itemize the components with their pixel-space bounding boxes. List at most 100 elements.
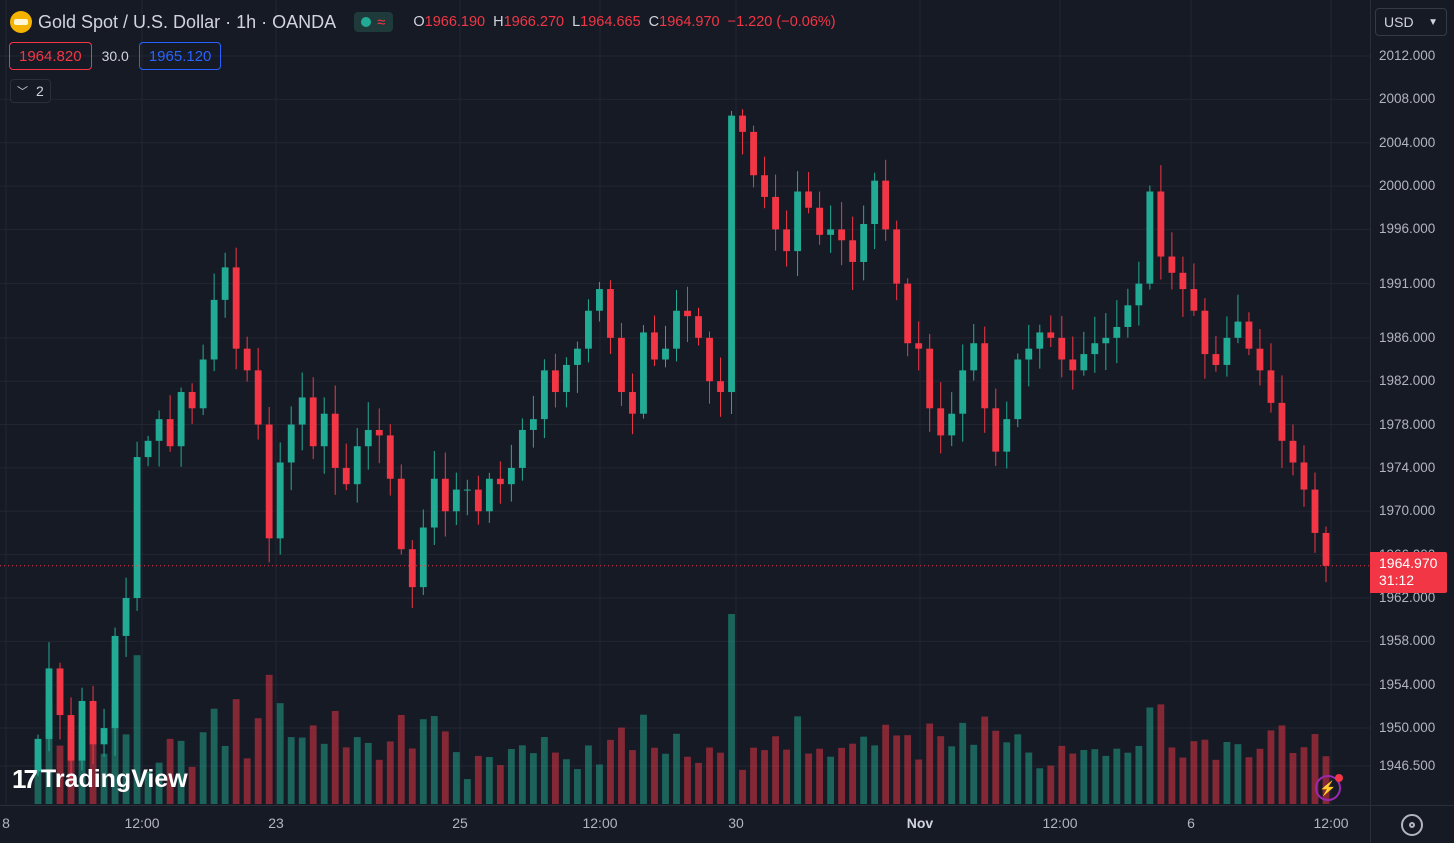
candle-body[interactable] (45, 668, 53, 739)
candle-body[interactable] (750, 131, 757, 176)
candle-body[interactable] (89, 700, 97, 745)
candle-body[interactable] (144, 440, 152, 458)
candle-body[interactable] (331, 413, 339, 468)
candle-body[interactable] (1256, 348, 1264, 371)
candle-body[interactable] (1124, 305, 1132, 327)
candle-body[interactable] (1080, 354, 1088, 371)
candle-body[interactable] (1091, 343, 1099, 355)
candles[interactable] (34, 109, 1330, 783)
candle-body[interactable] (133, 457, 141, 598)
candle-body[interactable] (298, 397, 306, 425)
candle-body[interactable] (386, 435, 394, 479)
candle-body[interactable] (1289, 440, 1297, 463)
candle-body[interactable] (1003, 419, 1011, 452)
candle-body[interactable] (287, 424, 295, 463)
candle-body[interactable] (221, 267, 229, 300)
candle-body[interactable] (232, 267, 240, 349)
candle-body[interactable] (1300, 462, 1308, 490)
candle-body[interactable] (1058, 337, 1066, 360)
candle-body[interactable] (948, 413, 956, 436)
candle-body[interactable] (1190, 289, 1198, 311)
candle-body[interactable] (540, 370, 548, 420)
symbol-title[interactable]: Gold Spot / U.S. Dollar · 1h · OANDA (38, 11, 337, 32)
candle-body[interactable] (838, 229, 846, 241)
candle-body[interactable] (78, 700, 86, 761)
candle-body[interactable] (1267, 370, 1275, 403)
candle-body[interactable] (507, 467, 515, 485)
candle-body[interactable] (585, 310, 592, 349)
candle-body[interactable] (893, 229, 901, 284)
candle-body[interactable] (926, 348, 934, 409)
candle-body[interactable] (937, 408, 945, 436)
candle-body[interactable] (496, 478, 504, 485)
candle-body[interactable] (199, 359, 207, 409)
candle-body[interactable] (992, 408, 1000, 452)
candle-body[interactable] (34, 738, 42, 772)
candle-body[interactable] (849, 240, 857, 262)
candle-body[interactable] (1102, 337, 1110, 344)
candle-body[interactable] (166, 419, 174, 447)
candle-body[interactable] (529, 419, 537, 430)
candle-body[interactable] (1322, 532, 1330, 566)
candle-body[interactable] (375, 429, 383, 436)
buy-button[interactable]: 1965.120 (138, 42, 222, 70)
candle-body[interactable] (706, 337, 713, 382)
candle-body[interactable] (1201, 310, 1209, 355)
candle-body[interactable] (397, 478, 405, 550)
candle-body[interactable] (243, 348, 251, 371)
candle-body[interactable] (684, 310, 691, 317)
candle-body[interactable] (1069, 359, 1077, 371)
candle-body[interactable] (177, 392, 185, 447)
candle-body[interactable] (651, 332, 658, 360)
candle-body[interactable] (970, 343, 978, 371)
candle-body[interactable] (463, 489, 471, 491)
time-axis[interactable]: 8 12:00 23 25 12:00 30 Nov 12:00 6 12:00 (0, 805, 1370, 843)
candle-body[interactable] (474, 489, 482, 512)
candle-body[interactable] (816, 207, 824, 235)
chart-pane[interactable]: Gold Spot / U.S. Dollar · 1h · OANDA ≈ O… (0, 0, 1370, 805)
candle-body[interactable] (662, 348, 669, 360)
candle-body[interactable] (430, 478, 438, 528)
candle-body[interactable] (959, 370, 967, 414)
candle-body[interactable] (1025, 348, 1033, 360)
candle-body[interactable] (1168, 256, 1176, 273)
candle-body[interactable] (618, 337, 625, 393)
candle-body[interactable] (562, 364, 570, 393)
candle-body[interactable] (1179, 272, 1187, 290)
candle-body[interactable] (188, 392, 196, 409)
candle-body[interactable] (629, 392, 636, 414)
candle-body[interactable] (441, 478, 449, 512)
candle-body[interactable] (728, 115, 735, 393)
market-status-toggle[interactable]: ≈ (354, 12, 394, 32)
sell-button[interactable]: 1964.820 (9, 42, 92, 70)
candle-body[interactable] (342, 467, 350, 485)
candle-body[interactable] (805, 191, 813, 208)
candle-body[interactable] (915, 343, 923, 349)
candle-body[interactable] (1234, 321, 1242, 338)
candle-body[interactable] (1014, 359, 1022, 420)
candle-body[interactable] (1135, 283, 1143, 306)
candle-body[interactable] (254, 370, 262, 425)
candle-body[interactable] (1146, 191, 1154, 284)
price-chart[interactable] (0, 0, 1370, 805)
candle-body[interactable] (265, 424, 273, 539)
candle-body[interactable] (551, 370, 559, 393)
candle-body[interactable] (518, 429, 526, 468)
candle-body[interactable] (100, 728, 108, 745)
candle-body[interactable] (904, 283, 912, 344)
candle-body[interactable] (320, 413, 328, 447)
price-axis[interactable]: 2012.000 2008.000 2004.000 2000.000 1996.000… (1370, 0, 1454, 805)
candle-body[interactable] (882, 180, 890, 230)
candle-body[interactable] (309, 397, 317, 447)
candle-body[interactable] (210, 299, 218, 360)
candle-body[interactable] (111, 635, 119, 729)
candle-body[interactable] (827, 229, 835, 235)
candle-body[interactable] (981, 343, 989, 409)
candle-body[interactable] (739, 115, 746, 132)
candle-body[interactable] (1223, 337, 1231, 365)
candle-body[interactable] (67, 715, 75, 761)
candle-body[interactable] (1245, 321, 1253, 349)
candle-body[interactable] (1278, 402, 1286, 441)
candle-body[interactable] (783, 229, 790, 252)
candle-body[interactable] (761, 175, 768, 197)
